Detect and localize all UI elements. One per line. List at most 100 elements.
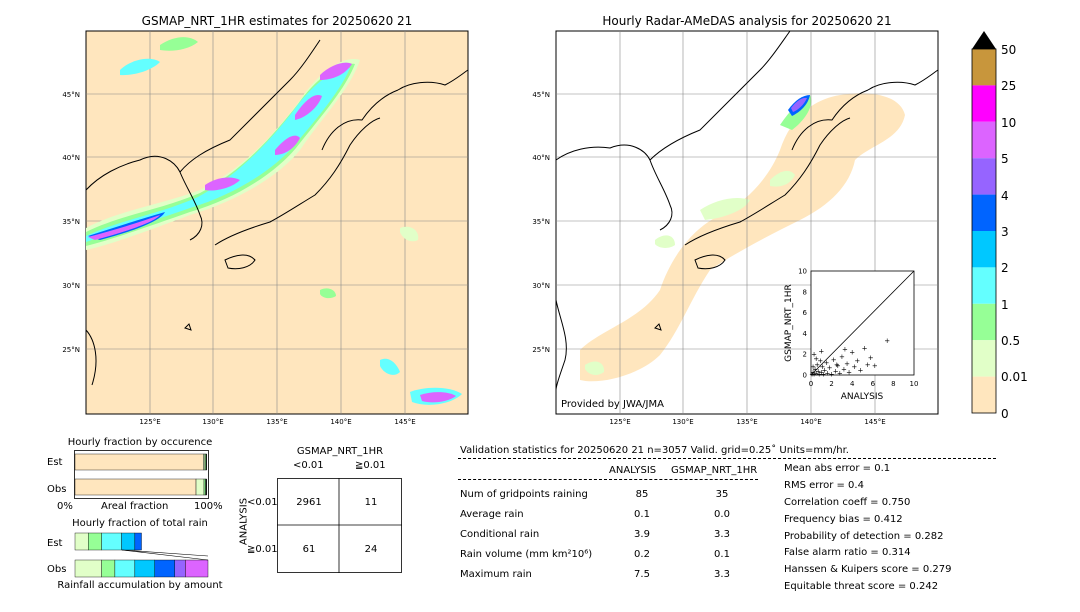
score-line: Probability of detection = 0.282 bbox=[784, 531, 944, 542]
scatter-point: + bbox=[865, 361, 871, 369]
colorbar-label: 50 bbox=[1001, 43, 1017, 57]
stacked-bar-segment bbox=[195, 478, 205, 496]
right-lon-tick: 145°E bbox=[864, 418, 885, 426]
left-rain-band bbox=[86, 37, 462, 405]
scatter-diagonal bbox=[810, 270, 915, 376]
right-map: 45°N 40°N 35°N 30°N 25°N 125°E 130°E 135… bbox=[532, 30, 939, 426]
scatter-x-tick: 10 bbox=[910, 380, 919, 388]
scatter-point: + bbox=[813, 355, 819, 363]
scatter-y-tick: 6 bbox=[803, 309, 808, 317]
validation-analysis-value: 3.9 bbox=[634, 529, 650, 540]
scatter-point: + bbox=[849, 349, 855, 357]
validation-row-label: Conditional rain bbox=[460, 529, 540, 540]
left-coastlines bbox=[85, 39, 469, 386]
colorbar-label: 5 bbox=[1001, 152, 1009, 166]
colorbar-label: 4 bbox=[1001, 189, 1009, 203]
stacked-bar-segment bbox=[74, 532, 89, 551]
scatter-points: ++++++++++++++++++++++++++++++++++++++ ++ bbox=[809, 337, 890, 378]
colorbar-segment bbox=[972, 376, 996, 413]
validation-row-label: Maximum rain bbox=[460, 569, 532, 580]
scatter-point: + bbox=[884, 337, 890, 345]
validation-analysis-value: 85 bbox=[635, 489, 649, 500]
contingency-cell: 2961 bbox=[296, 497, 322, 508]
scatter-point: + bbox=[821, 366, 827, 374]
scatter-x-tick: 2 bbox=[829, 380, 833, 388]
validation-gsmap-value: 3.3 bbox=[714, 569, 730, 580]
score-line: Equitable threat score = 0.242 bbox=[784, 581, 939, 592]
right-lon-tick: 135°E bbox=[736, 418, 757, 426]
provider-credit: Provided by JWA/JMA bbox=[561, 399, 664, 410]
validation-analysis-value: 0.1 bbox=[634, 509, 650, 520]
score-line: RMS error = 0.4 bbox=[784, 480, 864, 491]
left-lat-tick: 45°N bbox=[62, 91, 80, 99]
left-lat-tick: 30°N bbox=[62, 282, 80, 290]
stacked-bar-segment bbox=[154, 559, 175, 578]
scatter-y-tick: 4 bbox=[803, 330, 808, 338]
stacked-bar-segment bbox=[101, 559, 116, 578]
right-lat-tick: 25°N bbox=[532, 346, 550, 354]
scatter-point: + bbox=[813, 369, 819, 377]
colorbar-label: 0 bbox=[1001, 407, 1009, 421]
scatter-y-tick: 0 bbox=[803, 372, 807, 380]
right-lat-tick: 30°N bbox=[532, 282, 550, 290]
scatter-x-tick: 6 bbox=[871, 380, 876, 388]
scatter-point: + bbox=[862, 344, 868, 352]
stacked-bar-segment bbox=[88, 532, 102, 551]
occurrence-axis-left: 0% bbox=[57, 501, 73, 512]
score-line: Correlation coeff = 0.750 bbox=[784, 497, 911, 508]
scatter-point: + bbox=[817, 357, 823, 365]
colorbar-segment bbox=[972, 158, 996, 195]
occurrence-title: Hourly fraction by occurence bbox=[67, 437, 213, 448]
scatter-x-tick: 8 bbox=[891, 380, 895, 388]
scatter-point: + bbox=[827, 364, 833, 372]
scatter-point: + bbox=[835, 362, 841, 370]
colorbar-label: 1 bbox=[1001, 298, 1009, 312]
validation-gsmap-value: 0.0 bbox=[714, 509, 730, 520]
colorbar-label: 25 bbox=[1001, 79, 1017, 93]
stacked-bar-segment bbox=[205, 478, 207, 496]
occurrence-axis-right: 100% bbox=[194, 501, 223, 512]
total-rain-row-label: Est bbox=[47, 538, 63, 549]
scatter-point: + bbox=[818, 348, 824, 356]
right-lon-tick: 130°E bbox=[672, 418, 693, 426]
scatter-point: + bbox=[819, 363, 825, 371]
scatter-point: + bbox=[839, 353, 845, 361]
left-lon-tick: 125°E bbox=[139, 418, 160, 426]
total-rain-chart bbox=[74, 532, 209, 578]
scatter-x-tick: 0 bbox=[809, 380, 813, 388]
right-map-title: Hourly Radar-AMeDAS analysis for 2025062… bbox=[602, 14, 892, 28]
scatter-point: + bbox=[809, 370, 815, 378]
validation-header: Validation statistics for 20250620 21 n=… bbox=[460, 445, 849, 456]
contingency-col-label: ≧0.01 bbox=[355, 460, 386, 471]
right-coastlines bbox=[555, 30, 939, 391]
colorbar-extend-triangle bbox=[972, 31, 996, 49]
scatter-point: + bbox=[846, 368, 852, 376]
scatter-point: + bbox=[851, 363, 857, 371]
left-lon-tick: 135°E bbox=[266, 418, 287, 426]
right-lat-tick: 40°N bbox=[532, 154, 550, 162]
colorbar-segment bbox=[972, 267, 996, 304]
scatter-point: + bbox=[842, 346, 848, 354]
scatter-x-tick: 4 bbox=[850, 380, 855, 388]
scatter-xlabel: ANALYSIS bbox=[841, 392, 884, 402]
scatter-ylabel: GSMAP_NRT_1HR bbox=[784, 284, 794, 362]
contingency-col-label: <0.01 bbox=[293, 460, 324, 471]
validation-gsmap-value: 35 bbox=[715, 489, 729, 500]
scatter-point: + bbox=[858, 366, 864, 374]
left-lon-tick: 130°E bbox=[202, 418, 223, 426]
total-rain-row-label: Obs bbox=[47, 564, 67, 575]
colorbar-segment bbox=[972, 231, 996, 268]
score-line: Hanssen & Kuipers score = 0.279 bbox=[784, 564, 952, 575]
stacked-bar-segment bbox=[74, 559, 102, 578]
left-map: 45°N 40°N 35°N 30°N 25°N 125°E 130°E 135… bbox=[62, 30, 469, 426]
stacked-bar-segment bbox=[185, 559, 209, 578]
score-line: Mean abs error = 0.1 bbox=[784, 463, 891, 474]
colorbar-label: 3 bbox=[1001, 225, 1009, 239]
validation-row-label: Num of gridpoints raining bbox=[460, 489, 588, 500]
colorbar-label: 0.01 bbox=[1001, 370, 1028, 384]
scatter-point: + bbox=[837, 369, 843, 377]
colorbar-segment bbox=[972, 303, 996, 341]
right-lat-tick: 45°N bbox=[532, 91, 550, 99]
occurrence-axis-mid: Areal fraction bbox=[101, 501, 169, 512]
